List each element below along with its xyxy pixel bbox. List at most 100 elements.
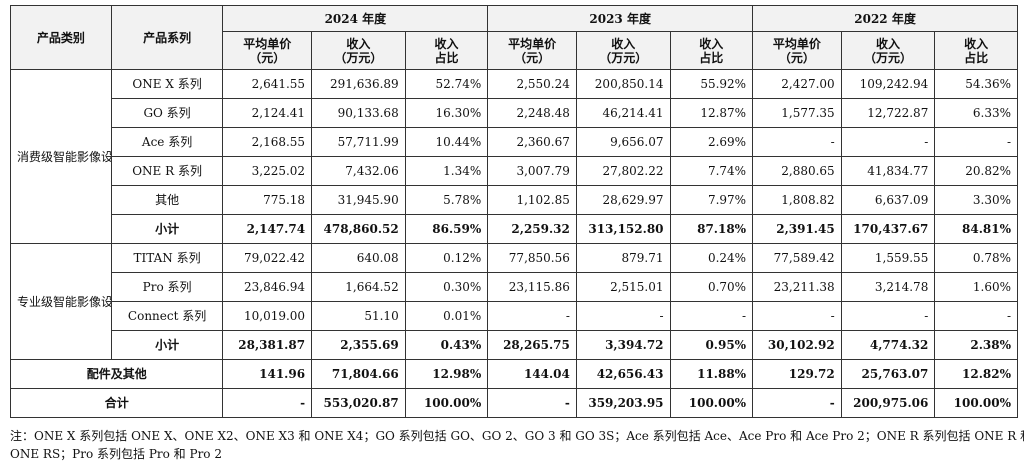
table-cell: 79,022.42 [222,243,313,273]
table-cell: 359,203.95 [575,388,671,418]
table-cell: 28,381.87 [222,330,313,360]
table-row: Pro 系列 23,846.94 1,664.52 0.30% 23,115.86 2,5… [11,272,1018,302]
table-cell: 27,802.22 [575,156,671,186]
header-subcolumn: 收入 占比 [934,31,1018,70]
table-row: Connect 系列 10,019.00 51.10 0.01% - - - - - - [11,301,1018,331]
table-cell: 2,427.00 [752,69,842,99]
series-cell: TITAN 系列 [110,243,224,273]
table-cell: 129.72 [752,359,842,389]
table-cell: - [752,127,842,157]
table-cell: 23,115.86 [487,272,577,302]
header-year: 2022 年度 [752,5,1018,32]
table-cell: 12.87% [669,98,754,128]
table-row: 消费级智能影像设备ONE X 系列2,641.55291,636.8952.74… [10,69,1018,244]
table-cell: 7,432.06 [311,156,406,186]
table-cell: 11.88% [669,359,754,389]
table-cell: 28,265.75 [487,330,577,360]
series-cell: 其他 [110,185,224,215]
table-cell: - [487,301,577,331]
table-cell: 2,550.24 [487,69,577,99]
table-cell: 1.34% [404,156,489,186]
table-row: 专业级智能影像设备TITAN 系列79,022.42640.080.12%77,… [10,243,1018,360]
table-cell: 3,007.79 [487,156,577,186]
subtotal-row: 小计 28,381.87 2,355.69 0.43% 28,265.75 3,394.7… [11,330,1018,360]
table-cell: 0.01% [404,301,489,331]
table-cell: 3,225.02 [222,156,313,186]
header-year: 2024 年度 [222,5,489,32]
table-cell: - [840,127,936,157]
table-cell: 42,656.43 [575,359,671,389]
footnote-line: 注：ONE X 系列包括 ONE X、ONE X2、ONE X3 和 ONE X… [10,429,1024,443]
table-cell: 12.98% [404,359,489,389]
table-cell: 87.18% [669,214,754,244]
table-cell: 1,577.35 [752,98,842,128]
table-cell: 1.60% [934,272,1018,302]
total-row: 合计 -553,020.87 100.00% -359,203.95 100.00% -2… [9,388,1018,418]
header-subcolumn: 平均单价 （元） [752,31,842,70]
series-cell: Ace 系列 [110,127,224,157]
table-cell: - [840,301,936,331]
table-cell: 2,515.01 [575,272,671,302]
table-cell: 46,214.41 [575,98,671,128]
table-cell: 30,102.92 [752,330,842,360]
table-cell: 51.10 [311,301,406,331]
table-cell: 6.33% [934,98,1018,128]
table-cell: 144.04 [487,359,577,389]
table-cell: 1,808.82 [752,185,842,215]
table-cell: 291,636.89 [311,69,406,99]
table-cell: 313,152.80 [575,214,671,244]
table-cell: 57,711.99 [311,127,406,157]
category-cell: 专业级智能影像设备 [10,243,112,360]
table-cell: 0.43% [404,330,489,360]
table-cell: 0.70% [669,272,754,302]
table-row: ONE R 系列 3,225.02 7,432.06 1.34% 3,007.79 27,… [11,156,1018,186]
series-cell: ONE R 系列 [110,156,224,186]
table-cell: 2,880.65 [752,156,842,186]
table-cell: 5.78% [404,185,489,215]
footnote-line: ONE RS；Pro 系列包括 Pro 和 Pro 2 [10,447,222,461]
table-cell: 77,589.42 [752,243,842,273]
table-cell: - [222,388,313,418]
table-cell: 100.00% [934,388,1018,418]
table-cell: 0.12% [404,243,489,273]
table-cell: 31,945.90 [311,185,406,215]
header-subcolumn: 平均单价 （元） [222,31,313,70]
table-cell: 20.82% [934,156,1018,186]
table-cell: 1,102.85 [487,185,577,215]
table-cell: 200,975.06 [840,388,936,418]
header-subcolumn: 收入 （万元） [311,31,406,70]
table-cell: 0.78% [934,243,1018,273]
table-cell: 2,641.55 [222,69,313,99]
table-cell: - [669,301,754,331]
table-cell: 12.82% [934,359,1018,389]
table-row: GO 系列 2,124.41 90,133.68 16.30% 2,248.48 46,2… [11,98,1018,128]
table-cell: 23,211.38 [752,272,842,302]
table-cell: 3.30% [934,185,1018,215]
table-cell: 10.44% [404,127,489,157]
table-cell: 553,020.87 [311,388,406,418]
table-cell: 12,722.87 [840,98,936,128]
table-cell: 100.00% [669,388,754,418]
table-cell: 7.74% [669,156,754,186]
table-cell: 2,147.74 [222,214,313,244]
table-cell: 109,242.94 [840,69,936,99]
header-category: 产品类别 [10,5,112,70]
table-cell: 86.59% [404,214,489,244]
table-cell: 2,248.48 [487,98,577,128]
table-cell: - [752,301,842,331]
table-cell: 2.38% [934,330,1018,360]
table-cell: 0.30% [404,272,489,302]
subtotal-label: 小计 [110,330,224,360]
table-cell: - [575,301,671,331]
series-cell: ONE X 系列 [110,69,224,99]
table-cell: 2,360.67 [487,127,577,157]
table-cell: 71,804.66 [311,359,406,389]
table-cell: 54.36% [934,69,1018,99]
table-cell: - [934,127,1018,157]
table-cell: 84.81% [934,214,1018,244]
table-cell: 0.24% [669,243,754,273]
revenue-table: 产品类别 产品系列 2024 年度 2023 年度 2022 年度 平均单价 （元… [9,5,1018,418]
table-cell: 141.96 [222,359,313,389]
header-subcolumn: 收入 占比 [669,31,754,70]
